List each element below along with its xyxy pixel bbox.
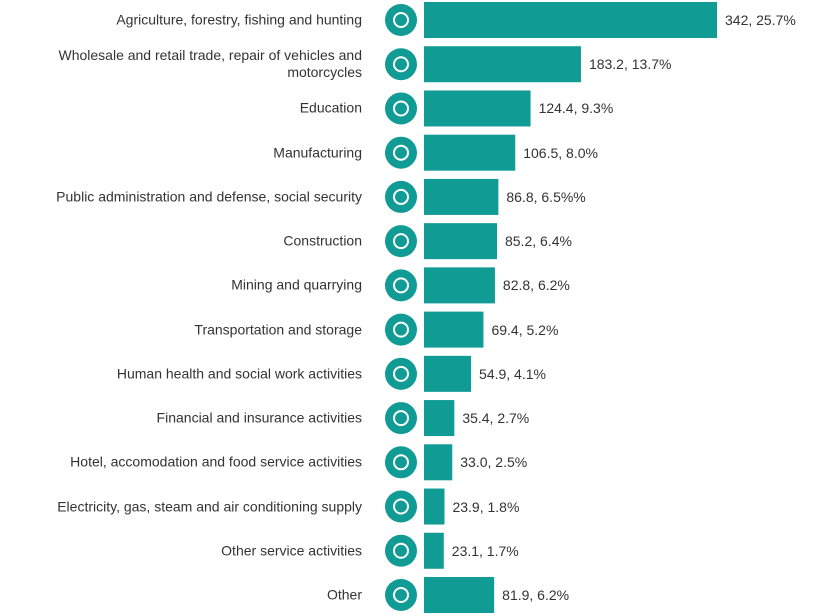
icon-glyph <box>393 277 409 294</box>
value-label: 86.8, 6.5%% <box>506 188 586 205</box>
icon-glyph <box>393 144 409 161</box>
icon <box>385 225 417 258</box>
icon <box>385 92 417 125</box>
icon <box>385 180 417 213</box>
bar <box>424 46 581 83</box>
icon-glyph <box>393 365 409 382</box>
category-label: Manufacturing <box>273 144 362 161</box>
category-label: Public administration and defense, socia… <box>56 188 362 205</box>
category-label: Other <box>326 586 362 603</box>
value-label: 124.4, 9.3% <box>538 100 614 117</box>
bar <box>424 2 717 38</box>
icon <box>385 534 417 567</box>
bar <box>424 134 516 171</box>
value-label: 342, 25.7% <box>725 12 796 28</box>
bar <box>424 223 497 260</box>
category-label: Other service activities <box>221 542 362 559</box>
bar <box>424 267 495 304</box>
icon-glyph <box>393 498 409 515</box>
icon-glyph <box>393 542 409 559</box>
icon-glyph <box>393 321 409 338</box>
category-label: Human health and social work activities <box>116 365 362 382</box>
category-label: Mining and quarrying <box>231 276 362 293</box>
icon-glyph <box>393 233 409 250</box>
bar <box>424 576 495 613</box>
value-label: 33.0, 2.5% <box>460 454 528 471</box>
bar <box>424 178 499 215</box>
bar <box>424 355 472 392</box>
bar <box>424 311 484 348</box>
icon-glyph <box>393 454 409 471</box>
value-label: 23.9, 1.8% <box>452 498 520 515</box>
value-label: 82.8, 6.2% <box>502 277 570 294</box>
icon <box>385 313 417 346</box>
bar <box>424 488 445 525</box>
bar <box>424 444 453 481</box>
value-label: 85.2, 6.4% <box>504 233 572 250</box>
category-label: Hotel, accomodation and food service act… <box>70 453 362 470</box>
category-label: Education <box>299 99 362 116</box>
value-label: 81.9, 6.2% <box>502 586 570 603</box>
bar <box>424 90 531 127</box>
value-label: 54.9, 4.1% <box>479 365 546 382</box>
icon <box>385 357 417 390</box>
value-label: 183.2, 13.7% <box>588 56 672 73</box>
value-label: 69.4, 5.2% <box>491 321 559 338</box>
icon-glyph <box>393 56 409 73</box>
icon <box>385 136 417 169</box>
value-label: 23.1, 1.7% <box>451 542 519 559</box>
icon-glyph <box>393 188 409 205</box>
category-label: Wholesale and retail trade, repair of ve… <box>58 47 362 81</box>
icon <box>385 402 417 435</box>
icon <box>385 48 417 81</box>
icon-glyph <box>393 100 409 117</box>
bar <box>424 532 444 569</box>
icon <box>385 4 417 36</box>
value-label: 35.4, 2.7% <box>462 410 530 427</box>
category-label: Agriculture, forestry, fishing and hunti… <box>116 11 362 28</box>
category-label: Financial and insurance activities <box>156 409 362 426</box>
icon <box>385 490 417 523</box>
category-label: Transportation and storage <box>194 321 362 338</box>
category-label: Construction <box>283 232 362 249</box>
icon <box>385 578 417 611</box>
icon-glyph <box>393 586 409 603</box>
icon-glyph <box>393 12 409 28</box>
category-label: Electricity, gas, steam and air conditio… <box>57 498 362 515</box>
icon <box>385 269 417 302</box>
icon <box>385 446 417 479</box>
icon-glyph <box>393 410 409 427</box>
bar <box>424 400 455 437</box>
value-label: 106.5, 8.0% <box>523 144 598 161</box>
